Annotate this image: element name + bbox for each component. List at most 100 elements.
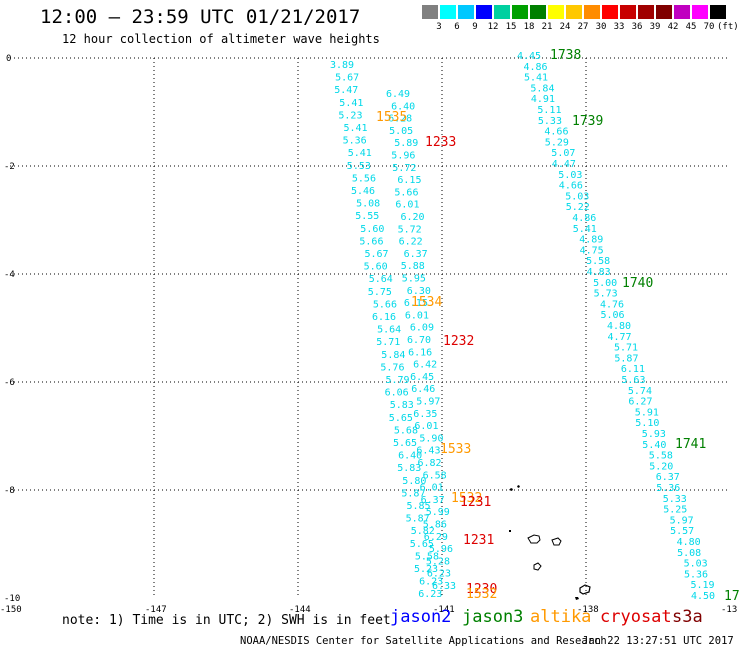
latitude-tick-label: -8 [4, 486, 15, 496]
pass-time-labels: 1535123315341232153315321231123112301532… [376, 48, 740, 604]
wave-height-value: 5.28 [426, 556, 450, 567]
map-grid [10, 57, 730, 598]
wave-height-value: 5.97 [416, 397, 440, 408]
wave-height-value: 4.76 [600, 299, 624, 310]
wave-height-value: 5.87 [401, 488, 425, 499]
wave-height-value: 5.25 [663, 505, 687, 516]
track-left-values: 3.895.675.475.415.235.415.365.415.535.56… [330, 60, 443, 600]
wave-height-value: 5.76 [380, 362, 404, 373]
color-scale-swatch [710, 5, 727, 19]
wave-height-value: 4.66 [544, 127, 568, 138]
wave-height-value: 6.16 [408, 347, 432, 358]
pass-time-label: 1535 [376, 110, 407, 125]
wave-height-value: 5.96 [429, 544, 453, 555]
pass-time-label: 1740 [622, 276, 653, 291]
wave-height-value: 3.89 [330, 60, 354, 71]
wave-height-value: 5.08 [677, 548, 701, 559]
pass-time-label: 1738 [550, 48, 581, 63]
footer-credit: NOAA/NESDIS Center for Satellite Applica… [240, 635, 607, 647]
wave-height-value: 5.71 [376, 337, 400, 348]
wave-height-value: 5.72 [398, 224, 422, 235]
wave-height-value: 5.64 [369, 274, 393, 285]
wave-height-value: 5.41 [573, 224, 597, 235]
track-mid-values: 6.496.406.285.055.895.965.726.155.666.01… [386, 89, 456, 592]
island-outlines [509, 485, 591, 600]
wave-height-value: 5.90 [419, 433, 443, 444]
wave-height-value: 5.41 [344, 123, 368, 134]
wave-height-value: 5.87 [406, 514, 430, 525]
island-shape [533, 562, 542, 571]
map-title: 12:00 – 23:59 UTC 01/21/2017 [40, 6, 361, 28]
wave-height-value: 5.99 [426, 507, 450, 518]
wave-height-value: 5.20 [649, 461, 673, 472]
legend-cryosat: cryosat [600, 607, 672, 627]
wave-height-value: 5.33 [663, 494, 687, 505]
color-scale-swatch [422, 5, 439, 19]
wave-height-value: 5.75 [368, 287, 392, 298]
wave-height-value: 6.49 [386, 89, 410, 100]
color-scale-label: 3 [436, 22, 442, 32]
color-scale-label: (ft) [717, 22, 739, 32]
color-scale-label: 24 [559, 22, 571, 32]
wave-height-value: 5.55 [355, 211, 379, 222]
wave-height-value: 5.83 [390, 400, 414, 411]
wave-height-value: 4.89 [579, 235, 603, 246]
wave-height-value: 5.74 [628, 386, 652, 397]
wave-height-value: 5.36 [684, 569, 708, 580]
island-shape [509, 488, 513, 491]
color-scale-swatch [566, 5, 583, 19]
wave-height-value: 6.42 [413, 360, 437, 371]
wave-height-value: 6.01 [420, 483, 444, 494]
legend-s3a: s3a [672, 607, 703, 627]
wave-height-value: 6.30 [407, 286, 431, 297]
color-scale-swatch [584, 5, 601, 19]
pass-time-label: 1533 [440, 442, 471, 457]
color-scale-label: 70 [703, 22, 715, 32]
color-scale-label: 18 [523, 22, 535, 32]
wave-height-value: 6.35 [413, 409, 437, 420]
footer-timestamp: Jan 22 13:27:51 UTC 2017 [582, 635, 734, 647]
wave-height-value: 5.53 [347, 161, 371, 172]
color-scale-swatch [530, 5, 547, 19]
wave-height-value: 5.80 [402, 476, 426, 487]
wave-height-value: 5.65 [393, 438, 417, 449]
color-scale-label: 27 [577, 22, 589, 32]
color-scale-label: 6 [454, 22, 460, 32]
wave-height-value: 5.89 [394, 138, 418, 149]
axis-tick-labels: -150 -147 -144 -141 -138 -13 0 -2 -4 -6 -8 -10 [0, 54, 737, 615]
pass-time-label: 1532 [451, 491, 482, 506]
wave-height-value: 5.84 [530, 83, 554, 94]
wave-height-value: 6.15 [397, 175, 421, 186]
wave-height-value: 6.23 [418, 589, 442, 600]
wave-height-value: 5.29 [545, 137, 569, 148]
wave-height-value: 5.71 [614, 343, 638, 354]
wave-height-value: 5.23 [338, 110, 362, 121]
wave-height-value: 5.66 [359, 236, 383, 247]
pass-time-label: 1231 [460, 495, 491, 510]
island-shape [579, 584, 591, 595]
wave-height-value: 6.27 [628, 397, 652, 408]
latitude-tick-label: -6 [4, 378, 15, 388]
wave-height-value: 6.09 [410, 323, 434, 334]
wave-height-value: 5.57 [670, 526, 694, 537]
pass-time-label: 17 [724, 589, 740, 604]
wave-height-value: 5.36 [343, 136, 367, 147]
color-scale-label: 36 [631, 22, 643, 32]
wave-height-value: 5.36 [656, 483, 680, 494]
wave-height-value: 4.80 [607, 321, 631, 332]
wave-height-value: 5.06 [601, 310, 625, 321]
wave-height-value: 5.65 [389, 413, 413, 424]
map-subtitle: 12 hour collection of altimeter wave hei… [62, 32, 380, 46]
wave-height-value: 6.11 [621, 364, 645, 375]
island-shape [517, 485, 520, 488]
wave-height-value: 4.77 [608, 332, 632, 343]
wave-height-value: 5.73 [594, 289, 618, 300]
color-scale-swatch [638, 5, 655, 19]
wave-height-value: 5.58 [649, 451, 673, 462]
wave-height-value: 4.80 [677, 537, 701, 548]
wave-height-value: 5.88 [401, 261, 425, 272]
pass-time-label: 1739 [572, 114, 603, 129]
wave-height-value: 5.46 [351, 186, 375, 197]
wave-height-value: 4.86 [572, 213, 596, 224]
wave-height-value: 6.43 [416, 446, 440, 457]
